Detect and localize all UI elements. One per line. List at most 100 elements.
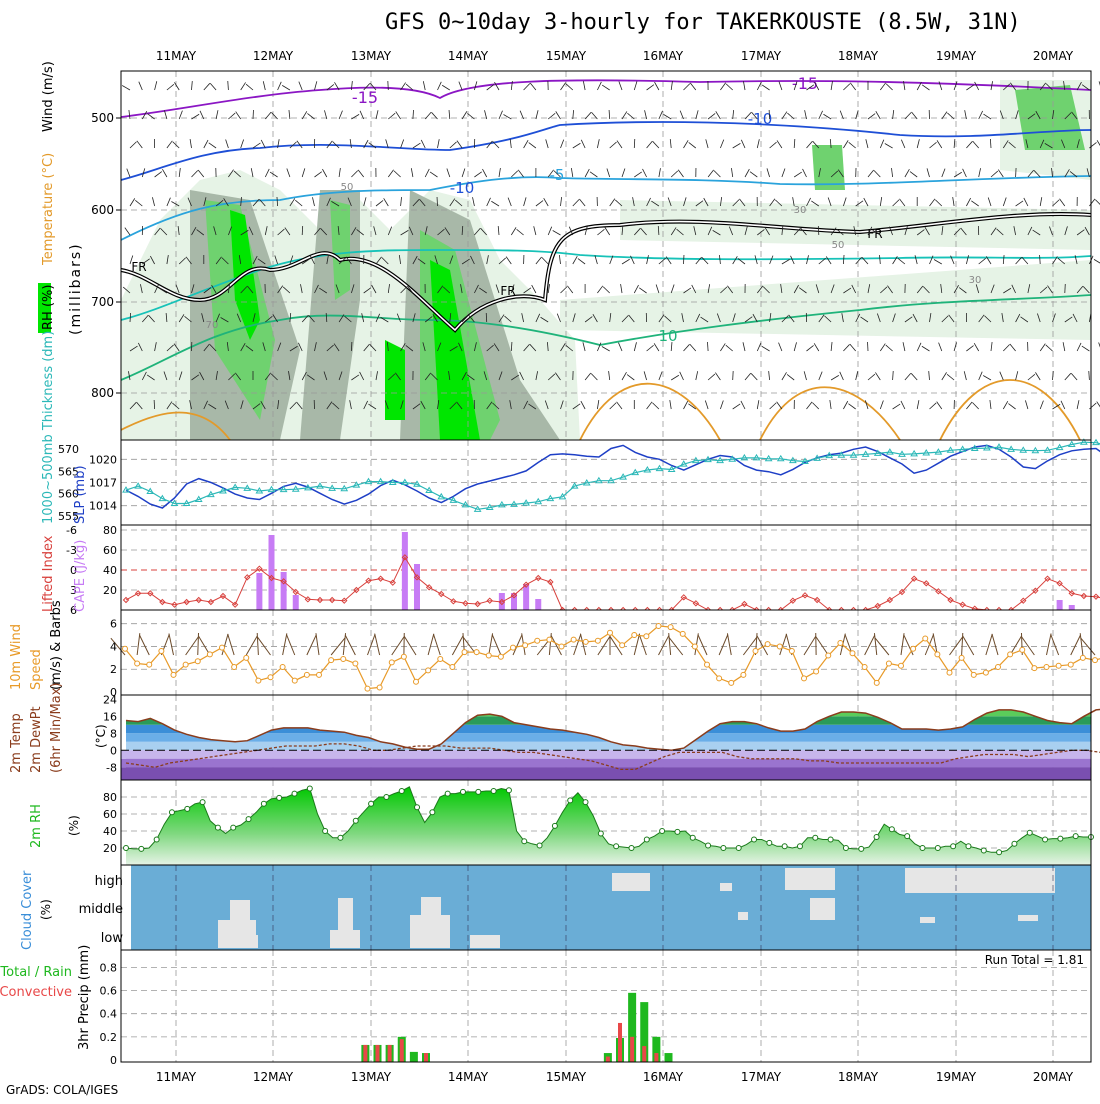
rh-point (721, 846, 726, 851)
wind-speed-point (923, 636, 928, 641)
rh-point (920, 846, 925, 851)
contour-label: -5 (550, 166, 565, 184)
rh-point (1058, 836, 1063, 841)
x-tick-top: 19MAY (936, 49, 977, 63)
rh-point (353, 818, 358, 823)
rh-point (200, 800, 205, 805)
temperature-label: Temperature (°C) (41, 153, 56, 266)
rh-point (752, 837, 757, 842)
contour-label: 50 (832, 240, 845, 251)
wind-speed-point (874, 680, 879, 685)
precip-total-bar (665, 1053, 673, 1062)
slp-tick-label: 1017 (89, 477, 117, 490)
rh-point (629, 846, 634, 851)
wind-speed-point (1032, 666, 1037, 671)
rh-point (736, 846, 741, 851)
rh-point (614, 844, 619, 849)
slp-tick-label: 1014 (89, 500, 117, 513)
wind-speed-point (486, 653, 491, 658)
wind-ylabel: Speed (29, 649, 44, 690)
wind-speed-point (1056, 663, 1061, 668)
rh-point (154, 837, 159, 842)
cloud-block (1018, 915, 1038, 921)
wind-speed-point (983, 670, 988, 675)
cape-bar (1069, 605, 1075, 610)
cape-bar (256, 573, 262, 610)
contour-label: -15 (792, 74, 818, 93)
wind-speed-point (1044, 664, 1049, 669)
x-tick-bottom: 16MAY (643, 1070, 684, 1084)
wind-speed-point (256, 678, 261, 683)
wind-speed-point (753, 649, 758, 654)
wind-speed-point (523, 643, 528, 648)
rh-point (169, 810, 174, 815)
cloud-unit: (%) (39, 899, 53, 920)
wind-speed-point (1093, 658, 1098, 663)
rh-point (399, 789, 404, 794)
wind-ylabel: 10m Wind (9, 624, 24, 690)
rh-point (1027, 830, 1032, 835)
cape-bar (281, 572, 287, 610)
wind-speed-point (656, 623, 661, 628)
wind-speed-point (620, 643, 625, 648)
wind-speed-point (353, 661, 358, 666)
profile-panel: 500600700800-15-15-10-10-510FRFRFR503050… (38, 61, 1100, 440)
temp-unit: (°C) (94, 724, 108, 748)
rh-point (552, 823, 557, 828)
wind-speed-point (377, 685, 382, 690)
wind-barb (1094, 259, 1100, 264)
cloud-block (738, 912, 748, 920)
x-tick-bottom: 12MAY (253, 1070, 294, 1084)
panel-bg (121, 950, 1091, 1062)
rh-point (369, 801, 374, 806)
precip-conv-bar (654, 1053, 658, 1062)
cloud-block (230, 900, 250, 920)
wind-speed-point (1080, 655, 1085, 660)
rh-point (660, 829, 665, 834)
rh-point (981, 848, 986, 853)
wind-speed-point (304, 672, 309, 677)
wind-speed-point (741, 672, 746, 677)
temp-ylabel: 2m DewPt (29, 706, 44, 773)
rh-point (292, 791, 297, 796)
rh-point (644, 837, 649, 842)
cloud-block (470, 935, 500, 948)
thickness-tick-label: 570 (58, 443, 79, 456)
wind-speed-point (401, 654, 406, 659)
cloud-block (410, 915, 450, 948)
rh-point (124, 846, 129, 851)
cloud-block (612, 873, 650, 891)
wind-speed-point (414, 679, 419, 684)
precip-conv-bar (618, 1023, 622, 1062)
temp-ylabel: 2m Temp (9, 713, 24, 773)
wind-speed-point (644, 634, 649, 639)
cape-bar (402, 532, 408, 610)
cloud-block (330, 930, 360, 948)
wind-speed-point (171, 672, 176, 677)
cape-tick-label: 20 (103, 584, 117, 597)
precip-conv-bar (642, 1046, 646, 1062)
wind-barb (1095, 200, 1100, 206)
precip-total-bar (410, 1052, 418, 1062)
cloud-level-label: middle (79, 902, 123, 917)
temp-tick-label: -8 (106, 761, 117, 774)
x-tick-top: 13MAY (351, 49, 392, 63)
rh-point (384, 795, 389, 800)
wind-speed-point (668, 625, 673, 630)
x-tick-top: 16MAY (643, 49, 684, 63)
x-tick-top: 20MAY (1033, 49, 1074, 63)
temp-tick-label: 16 (103, 710, 117, 723)
run-total: Run Total = 1.81 (985, 953, 1084, 967)
wind-speed-point (159, 649, 164, 654)
rh-tick-label: 60 (103, 808, 117, 821)
wind-speed-point (511, 645, 516, 650)
x-tick-top: 17MAY (741, 49, 782, 63)
contour-label: 30 (969, 275, 982, 286)
cape-bar (293, 595, 299, 610)
precip-ylabel: 3hr Precip (mm) (77, 945, 92, 1050)
temp-ylabel: (6hr Min/Max) (49, 683, 64, 773)
cape-tick-label: 60 (103, 544, 117, 557)
wind-label: Wind (m/s) (41, 61, 56, 132)
